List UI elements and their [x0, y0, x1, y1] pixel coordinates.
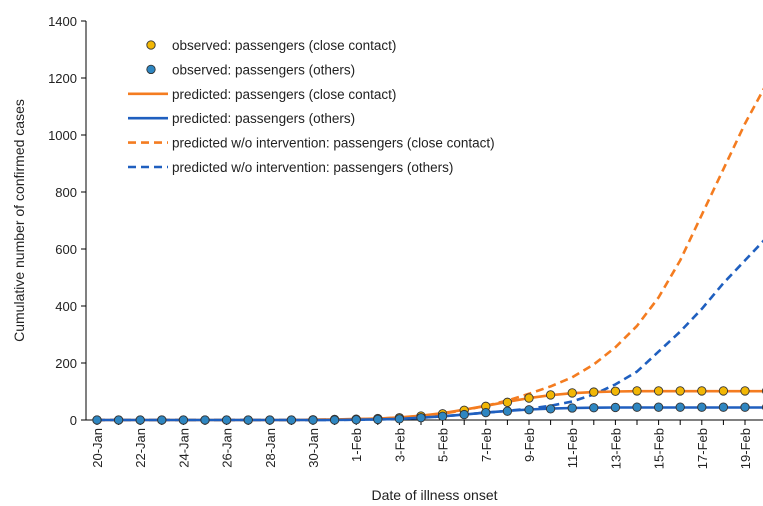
point-observed-passengers-others: [740, 402, 750, 412]
legend-label: observed: passengers (close contact): [172, 38, 396, 53]
point-observed-passengers-others: [502, 406, 513, 416]
legend-marker-observed-passengers-others: [146, 64, 156, 75]
x-tick-label: 3-Feb: [392, 428, 407, 462]
y-axis-ticks: 0 200 400 600 800 1000 1200 1400: [48, 14, 86, 428]
point-observed-passengers-close-contact: [524, 393, 534, 403]
plot-area: [92, 87, 763, 425]
point-observed-passengers-others: [221, 415, 232, 425]
legend-label: predicted: passengers (others): [172, 111, 355, 126]
legend: observed: passengers (close contact) obse…: [128, 38, 495, 175]
point-observed-passengers-close-contact: [718, 386, 729, 396]
x-tick-label: 26-Jan: [220, 428, 235, 468]
y-tick-label: 1400: [48, 14, 77, 29]
point-observed-passengers-close-contact: [740, 386, 750, 396]
x-tick-label: 17-Feb: [695, 428, 710, 469]
x-axis-ticks: 20-Jan 22-Jan 24-Jan 26-Jan 28-Jan 30-Jan 1-Fe…: [90, 420, 753, 469]
x-tick-label: 9-Feb: [522, 428, 537, 462]
point-observed-passengers-others: [697, 402, 707, 412]
point-observed-passengers-others: [675, 402, 685, 412]
point-observed-passengers-others: [157, 415, 167, 425]
point-observed-passengers-close-contact: [675, 386, 685, 396]
point-observed-passengers-close-contact: [502, 397, 513, 407]
x-tick-label: 1-Feb: [349, 428, 364, 462]
point-observed-passengers-close-contact: [589, 387, 599, 397]
point-observed-passengers-others: [308, 415, 318, 425]
point-observed-passengers-others: [178, 415, 189, 425]
point-observed-passengers-others: [351, 415, 361, 425]
y-tick-label: 1000: [48, 128, 77, 143]
y-tick-label: 200: [55, 356, 77, 371]
y-tick-label: 0: [70, 413, 77, 428]
y-tick-label: 400: [55, 299, 77, 314]
legend-marker-observed-passengers-close-contact: [146, 40, 156, 50]
point-observed-passengers-others: [373, 414, 383, 425]
point-observed-passengers-others: [243, 415, 253, 425]
point-observed-passengers-others: [567, 403, 577, 413]
point-observed-passengers-others: [135, 415, 145, 425]
legend-label: predicted: passengers (close contact): [172, 87, 396, 102]
point-observed-passengers-others: [329, 415, 340, 425]
point-observed-passengers-others: [113, 415, 124, 425]
point-observed-passengers-close-contact: [545, 390, 556, 400]
x-tick-label: 5-Feb: [436, 428, 451, 462]
x-tick-label: 11-Feb: [565, 428, 580, 468]
point-observed-passengers-others: [394, 414, 405, 424]
x-tick-label: 30-Jan: [306, 428, 321, 468]
x-axis-label: Date of illness onset: [371, 487, 497, 503]
x-tick-label: 15-Feb: [652, 428, 667, 469]
legend-label: predicted w/o intervention: passengers (…: [172, 136, 495, 151]
point-observed-passengers-others: [610, 402, 621, 413]
y-tick-label: 600: [55, 242, 77, 257]
point-observed-passengers-others: [286, 415, 297, 425]
series-line-predicted-w-o-intervention-passengers-close-contact: [97, 87, 763, 422]
point-observed-passengers-others: [718, 402, 729, 412]
axes: [85, 21, 763, 421]
point-observed-passengers-others: [481, 407, 491, 418]
point-observed-passengers-others: [589, 403, 599, 413]
y-tick-label: 800: [55, 185, 77, 200]
point-observed-passengers-others: [416, 413, 426, 423]
point-observed-passengers-others: [545, 404, 556, 414]
legend-label: predicted w/o intervention: passengers (…: [172, 160, 453, 175]
legend-label: observed: passengers (others): [172, 62, 355, 77]
point-observed-passengers-others: [632, 402, 642, 412]
point-observed-passengers-others: [524, 405, 534, 415]
point-observed-passengers-close-contact: [697, 386, 707, 396]
point-observed-passengers-close-contact: [653, 386, 664, 396]
point-observed-passengers-others: [459, 409, 469, 420]
point-observed-passengers-close-contact: [567, 388, 577, 398]
point-observed-passengers-others: [265, 415, 275, 425]
point-observed-passengers-close-contact: [632, 386, 642, 396]
point-observed-passengers-others: [437, 411, 448, 421]
x-tick-label: 22-Jan: [133, 428, 148, 468]
y-tick-label: 1200: [48, 71, 77, 86]
x-tick-label: 19-Feb: [738, 428, 753, 469]
x-tick-label: 20-Jan: [90, 428, 105, 468]
x-tick-label: 28-Jan: [263, 428, 278, 468]
x-tick-label: 7-Feb: [479, 428, 494, 462]
y-axis-label: Cumulative number of confirmed cases: [11, 99, 27, 342]
point-observed-passengers-others: [92, 415, 102, 425]
point-observed-passengers-others: [200, 415, 210, 425]
x-tick-label: 24-Jan: [176, 428, 191, 468]
series-line-predicted-passengers-close-contact: [97, 389, 763, 422]
x-tick-label: 13-Feb: [608, 428, 623, 469]
point-observed-passengers-close-contact: [610, 386, 621, 396]
point-observed-passengers-others: [653, 402, 664, 412]
